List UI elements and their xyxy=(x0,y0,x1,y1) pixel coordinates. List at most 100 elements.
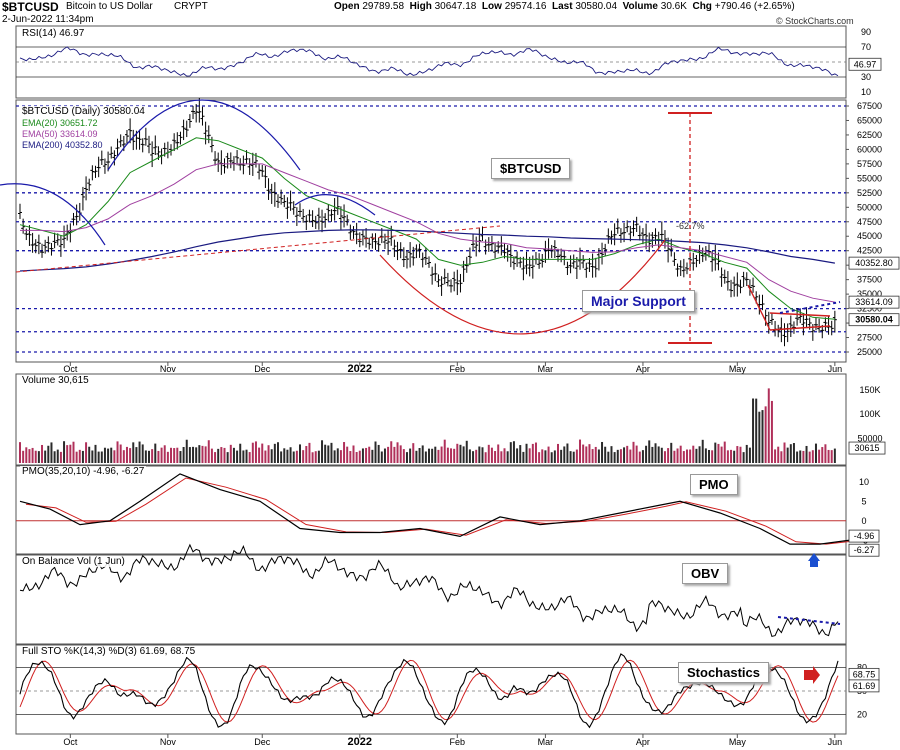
price-tick-45000: 45000 xyxy=(857,231,882,241)
price-tick-65000: 65000 xyxy=(857,115,882,125)
open-label: Open xyxy=(334,1,360,12)
pmo-panel-label: PMO(35,20,10) -4.96, -6.27 xyxy=(20,466,147,477)
pmo-callout: PMO xyxy=(690,474,738,495)
x-label-bottom-2022: 2022 xyxy=(348,736,372,748)
pmo-tag-1: -6.27 xyxy=(854,545,875,555)
dome-arc-dec xyxy=(294,194,376,216)
stochastics-callout: Stochastics xyxy=(678,662,769,683)
price-title-label: $BTCUSD (Daily) 30580.04 xyxy=(20,106,147,117)
sto-tag-0: 68.75 xyxy=(853,669,876,679)
pmo-line xyxy=(19,473,851,545)
pmo-tick-2: 0 xyxy=(861,516,866,526)
major-support-callout: Major Support xyxy=(582,290,695,312)
panel-frame-obv xyxy=(15,554,847,645)
x-label-top-2022: 2022 xyxy=(348,363,372,375)
price-tick-37500: 37500 xyxy=(857,275,882,285)
volume-label: Volume xyxy=(622,1,658,12)
sto-tag-box-1 xyxy=(848,679,880,693)
wedge-bottom xyxy=(769,325,831,331)
x-label-bottom-Apr: Apr xyxy=(636,737,650,747)
rsi-tick-70: 70 xyxy=(861,42,871,52)
price-tick-35000: 35000 xyxy=(857,289,882,299)
ema50-label: EMA(50) 33614.09 xyxy=(20,129,100,139)
volume-tag: 30615 xyxy=(854,443,879,453)
ema20-label: EMA(20) 30651.72 xyxy=(20,118,100,128)
rsi-tick-30: 30 xyxy=(861,72,871,82)
wedge-top xyxy=(769,312,831,317)
price-tick-25000: 25000 xyxy=(857,347,882,357)
pmo-signal-line xyxy=(25,477,857,545)
rsi-line xyxy=(19,46,839,77)
low-value: 29574.16 xyxy=(504,1,547,12)
header-exchange: CRYPT xyxy=(174,1,208,12)
price-tick-62500: 62500 xyxy=(857,130,882,140)
ema20-line xyxy=(19,137,835,320)
cup-arc xyxy=(379,239,666,335)
volume-panel-label: Volume 30,615 xyxy=(20,375,91,386)
x-label-top-Nov: Nov xyxy=(160,364,177,374)
x-label-top-Apr: Apr xyxy=(636,364,650,374)
ema50-line xyxy=(20,163,835,303)
panel-frame-vol xyxy=(15,373,847,466)
rsi-label: RSI(14) 46.97 xyxy=(20,28,87,39)
header-symbol: $BTCUSD xyxy=(2,0,59,14)
price-tag-box-1 xyxy=(848,295,900,309)
high-value: 30647.18 xyxy=(434,1,477,12)
price-tick-47500: 47500 xyxy=(857,217,882,227)
volume-tick-2: 50000 xyxy=(857,434,882,444)
header-name: Bitcoin to US Dollar xyxy=(66,1,153,12)
rsi-tick-10: 10 xyxy=(861,87,871,97)
pmo-tick-0: 10 xyxy=(859,477,869,487)
chg-value: +790.46 (+2.65%) xyxy=(714,1,795,12)
breakdown-line xyxy=(747,284,771,331)
x-label-bottom-Oct: Oct xyxy=(63,737,78,747)
pmo-tick-1: 5 xyxy=(861,496,866,506)
obv-callout: OBV xyxy=(682,563,729,584)
rsi-tag-box xyxy=(848,57,882,71)
header-ohlc: Open 29789.58 High 30647.18 Low 29574.16… xyxy=(334,1,795,12)
price-tick-55000: 55000 xyxy=(857,173,882,183)
x-label-top-Feb: Feb xyxy=(450,364,466,374)
price-tick-52500: 52500 xyxy=(857,188,882,198)
x-label-bottom-Mar: Mar xyxy=(538,737,554,747)
price-tick-27500: 27500 xyxy=(857,333,882,343)
price-tick-60000: 60000 xyxy=(857,144,882,154)
ema200-line xyxy=(19,229,835,272)
sto-tag-1: 61.69 xyxy=(853,681,876,691)
x-label-top-Mar: Mar xyxy=(538,364,554,374)
x-label-top-May: May xyxy=(729,364,747,374)
divergence-line-obv xyxy=(777,616,841,625)
low-label: Low xyxy=(481,1,502,12)
x-label-top-Dec: Dec xyxy=(254,364,271,374)
open-value: 29789.58 xyxy=(362,1,405,12)
price-tag-0: 40352.80 xyxy=(855,258,893,268)
price-tag-box-2 xyxy=(848,313,900,327)
pmo-up-arrow-body xyxy=(810,560,818,567)
x-label-bottom-Dec: Dec xyxy=(254,737,271,747)
header-date: 2-Jun-2022 11:34pm xyxy=(2,14,94,25)
volume-tick-1: 100K xyxy=(859,409,880,419)
credit: © StockCharts.com xyxy=(776,16,854,26)
x-label-bottom-Jun: Jun xyxy=(828,737,843,747)
sto-tick-2: 20 xyxy=(857,709,867,719)
sto-tick-0: 80 xyxy=(857,663,867,673)
ema200-label: EMA(200) 40352.80 xyxy=(20,140,105,150)
price-tick-67500: 67500 xyxy=(857,101,882,111)
sto-panel-label: Full STO %K(14,3) %D(3) 61.69, 68.75 xyxy=(20,646,198,657)
drop-percent-label: -62.7% xyxy=(676,221,705,231)
price-tag-box-0 xyxy=(848,256,900,270)
x-label-bottom-Nov: Nov xyxy=(160,737,177,747)
dome-arc-top xyxy=(107,99,301,171)
divergence-line-price xyxy=(779,301,841,314)
pmo-tag-0: -4.96 xyxy=(854,531,875,541)
x-label-bottom-May: May xyxy=(729,737,747,747)
obv-line xyxy=(19,543,839,637)
volume-tick-0: 150K xyxy=(859,385,880,395)
panel-frame-pmo xyxy=(15,465,847,555)
volume-value: 30.6K xyxy=(660,1,687,12)
pmo-tag-box-1 xyxy=(848,543,880,557)
volume-tag-box xyxy=(848,441,886,455)
pmo-up-arrow-head xyxy=(808,553,820,561)
x-label-bottom-Feb: Feb xyxy=(450,737,466,747)
